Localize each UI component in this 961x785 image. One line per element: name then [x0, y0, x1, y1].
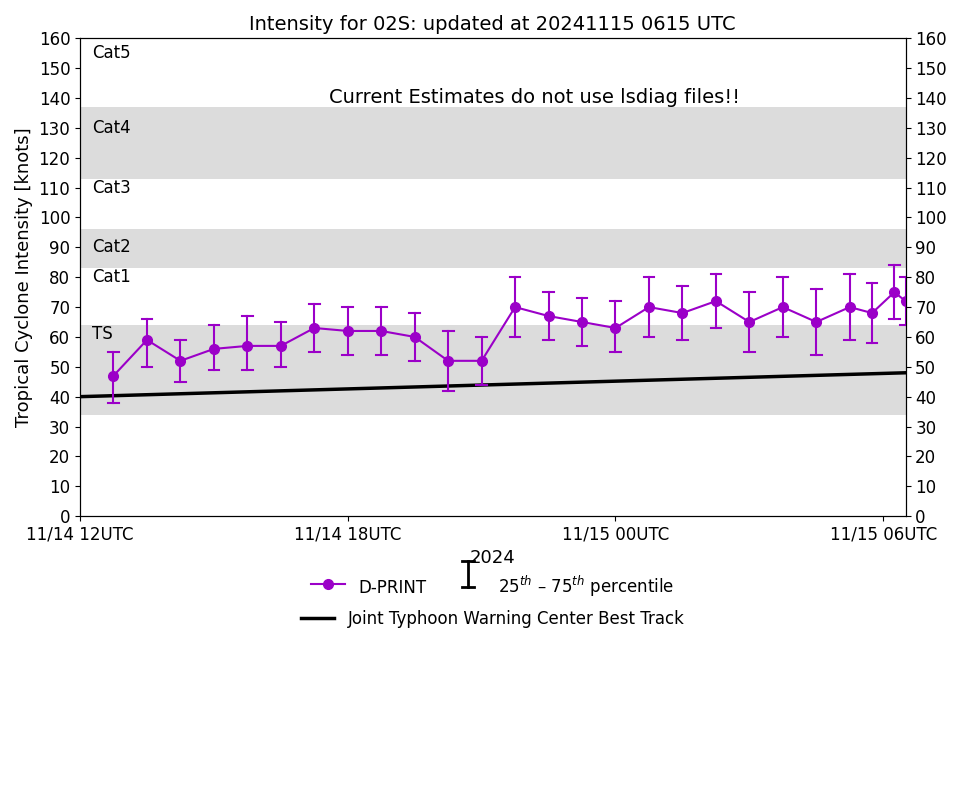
Bar	[80, 38, 904, 107]
Text: Cat3: Cat3	[92, 179, 131, 196]
Bar	[80, 107, 904, 179]
X-axis label: 2024: 2024	[469, 550, 515, 568]
Title: Intensity for 02S: updated at 20241115 0615 UTC: Intensity for 02S: updated at 20241115 0…	[249, 15, 735, 34]
Bar	[80, 325, 904, 414]
Legend: Joint Typhoon Warning Center Best Track: Joint Typhoon Warning Center Best Track	[294, 603, 691, 634]
Bar	[80, 229, 904, 268]
Text: Current Estimates do not use lsdiag files!!: Current Estimates do not use lsdiag file…	[329, 89, 739, 108]
Text: Cat1: Cat1	[92, 268, 131, 287]
Bar	[80, 179, 904, 229]
Bar	[80, 268, 904, 325]
Text: Cat4: Cat4	[92, 119, 131, 137]
Y-axis label: Tropical Cyclone Intensity [knots]: Tropical Cyclone Intensity [knots]	[15, 127, 33, 427]
Text: Cat2: Cat2	[92, 239, 131, 257]
Text: Cat5: Cat5	[92, 44, 131, 62]
Text: TS: TS	[92, 325, 113, 343]
